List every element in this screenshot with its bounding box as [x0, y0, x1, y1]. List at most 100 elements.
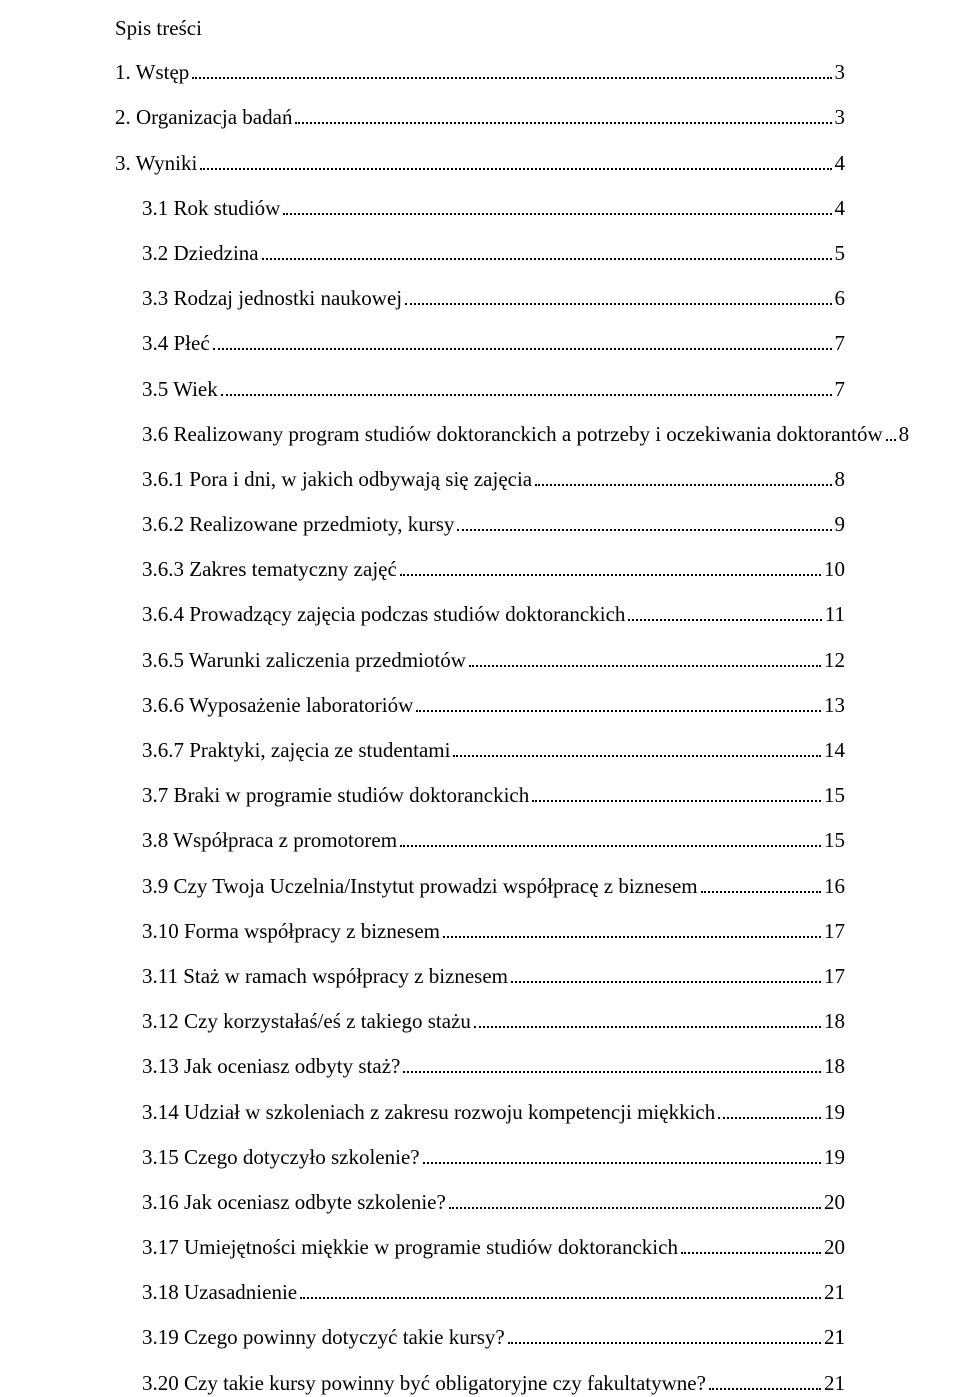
toc-leader-dots	[535, 465, 831, 486]
toc-leader-dots	[709, 1369, 821, 1390]
toc-entry: 3.4 Płeć 7	[115, 329, 845, 357]
toc-entry: 3.15 Czego dotyczyło szkolenie? 19	[115, 1143, 845, 1171]
toc-entry: 3.6 Realizowany program studiów doktoran…	[115, 420, 845, 448]
toc-entry-label: 3.4 Płeć	[142, 330, 210, 357]
toc-entry-page: 8	[899, 421, 910, 448]
toc-leader-dots	[283, 194, 831, 215]
toc-entry-label: 3.2 Dziedzina	[142, 240, 259, 267]
toc-entry: 3.1 Rok studiów 4	[115, 194, 845, 222]
toc-entry-label: 3.6.2 Realizowane przedmioty, kursy	[142, 511, 454, 538]
toc-entry: 3.6.5 Warunki zaliczenia przedmiotów 12	[115, 646, 845, 674]
toc-leader-dots	[718, 1098, 821, 1119]
toc-leader-dots	[300, 1278, 821, 1299]
toc-entry: 3.20 Czy takie kursy powinny być obligat…	[115, 1369, 845, 1397]
toc-leader-dots	[405, 284, 831, 305]
toc-entry-label: 3.6.6 Wyposażenie laboratoriów	[142, 692, 413, 719]
toc-leader-dots	[416, 691, 821, 712]
toc-entry-label: 3.1 Rok studiów	[142, 195, 280, 222]
toc-leader-dots	[403, 1052, 821, 1073]
toc-leader-dots	[886, 420, 896, 441]
toc-entry-label: 3.16 Jak oceniasz odbyte szkolenie?	[142, 1189, 446, 1216]
toc-entry: 3.6.4 Prowadzący zajęcia podczas studiów…	[115, 601, 845, 629]
toc-entry-label: 3.6 Realizowany program studiów doktoran…	[142, 421, 883, 448]
toc-entry: 3.3 Rodzaj jednostki naukowej 6	[115, 284, 845, 312]
toc-entry-page: 19	[824, 1144, 845, 1171]
toc-leader-dots	[453, 736, 821, 757]
toc-entry-page: 14	[824, 737, 845, 764]
toc-entry-label: 3.13 Jak oceniasz odbyty staż?	[142, 1053, 400, 1080]
toc-entry-page: 5	[835, 240, 846, 267]
toc-entry-page: 15	[824, 782, 845, 809]
toc-entry-page: 21	[824, 1370, 845, 1397]
toc-entry-page: 11	[825, 601, 845, 628]
toc-entry-page: 12	[824, 647, 845, 674]
toc-entry-page: 17	[824, 918, 845, 945]
toc-entry: 3.6.2 Realizowane przedmioty, kursy 9	[115, 510, 845, 538]
toc-entry-label: 3.11 Staż w ramach współpracy z biznesem	[142, 963, 508, 990]
toc-entry: 3.7 Braki w programie studiów doktoranck…	[115, 781, 845, 809]
toc-entry-page: 9	[835, 511, 846, 538]
toc-entry-label: 3.20 Czy takie kursy powinny być obligat…	[142, 1370, 706, 1397]
toc-entry-page: 7	[835, 330, 846, 357]
toc-leader-dots	[469, 646, 821, 667]
toc-entry-label: 3. Wyniki	[115, 150, 197, 177]
toc-entry-page: 10	[824, 556, 845, 583]
page-number: 1	[835, 1324, 846, 1351]
toc-entry-label: 3.18 Uzasadnienie	[142, 1279, 297, 1306]
toc-leader-dots	[443, 917, 821, 938]
toc-leader-dots	[262, 239, 832, 260]
toc-entry-page: 21	[824, 1279, 845, 1306]
toc-entry-page: 18	[824, 1053, 845, 1080]
toc-entry-page: 18	[824, 1008, 845, 1035]
toc-entry-page: 3	[835, 59, 846, 86]
toc-entry: 3.10 Forma współpracy z biznesem17	[115, 917, 845, 945]
toc-leader-dots	[701, 872, 821, 893]
toc-entry-page: 4	[835, 195, 846, 222]
toc-leader-dots	[400, 555, 821, 576]
toc-entry-label: 3.15 Czego dotyczyło szkolenie?	[142, 1144, 420, 1171]
toc-entry-page: 20	[824, 1234, 845, 1261]
toc-entry-label: 3.19 Czego powinny dotyczyć takie kursy?	[142, 1324, 505, 1351]
toc-entry: 3.19 Czego powinny dotyczyć takie kursy?…	[115, 1324, 845, 1352]
toc-entry: 3.13 Jak oceniasz odbyty staż? 18	[115, 1052, 845, 1080]
toc-leader-dots	[511, 962, 821, 983]
toc-entry: 3.11 Staż w ramach współpracy z biznesem…	[115, 962, 845, 990]
toc-entry-label: 3.14 Udział w szkoleniach z zakresu rozw…	[142, 1099, 715, 1126]
toc-entry-label: 3.6.7 Praktyki, zajęcia ze studentami	[142, 737, 450, 764]
toc-entry-label: 2. Organizacja badań	[115, 104, 292, 131]
toc-entry-label: 3.5 Wiek	[142, 376, 218, 403]
toc-entry: 3.6.7 Praktyki, zajęcia ze studentami 14	[115, 736, 845, 764]
toc-entry: 3.8 Współpraca z promotorem15	[115, 826, 845, 854]
toc-leader-dots	[192, 58, 831, 79]
toc-entry: 3.16 Jak oceniasz odbyte szkolenie?20	[115, 1188, 845, 1216]
toc-leader-dots	[221, 375, 832, 396]
toc-entry: 3.5 Wiek 7	[115, 375, 845, 403]
toc-entry-page: 3	[835, 104, 846, 131]
toc-entry: 3.6.6 Wyposażenie laboratoriów 13	[115, 691, 845, 719]
toc-entry: 1. Wstęp 3	[115, 58, 845, 86]
toc-leader-dots	[295, 103, 831, 124]
toc-entry-page: 6	[835, 285, 846, 312]
toc-entry-label: 3.3 Rodzaj jednostki naukowej	[142, 285, 402, 312]
toc-entry: 3.9 Czy Twoja Uczelnia/Instytut prowadzi…	[115, 872, 845, 900]
toc-entry: 3.2 Dziedzina 5	[115, 239, 845, 267]
toc-leader-dots	[508, 1324, 821, 1345]
toc-entry-label: 3.6.5 Warunki zaliczenia przedmiotów	[142, 647, 466, 674]
toc-entry: 3.6.1 Pora i dni, w jakich odbywają się …	[115, 465, 845, 493]
toc-entry-label: 3.12 Czy korzystałaś/eś z takiego stażu	[142, 1008, 471, 1035]
toc-entry: 3.14 Udział w szkoleniach z zakresu rozw…	[115, 1098, 845, 1126]
toc-leader-dots	[213, 329, 832, 350]
toc-entry-label: 3.9 Czy Twoja Uczelnia/Instytut prowadzi…	[142, 873, 698, 900]
toc-leader-dots	[474, 1007, 821, 1028]
toc-entry-page: 4	[835, 150, 846, 177]
toc-entry-label: 3.7 Braki w programie studiów doktoranck…	[142, 782, 529, 809]
toc-entry-page: 15	[824, 827, 845, 854]
toc-title: Spis treści	[115, 15, 845, 42]
toc-entry-page: 7	[835, 376, 846, 403]
toc-leader-dots	[457, 510, 831, 531]
toc-list: 1. Wstęp 3 2. Organizacja badań 3 3. Wyniki 4…	[115, 58, 845, 1397]
toc-leader-dots	[400, 826, 821, 847]
toc-entry: 3. Wyniki 4	[115, 149, 845, 177]
toc-entry-label: 1. Wstęp	[115, 59, 189, 86]
toc-entry-page: 13	[824, 692, 845, 719]
